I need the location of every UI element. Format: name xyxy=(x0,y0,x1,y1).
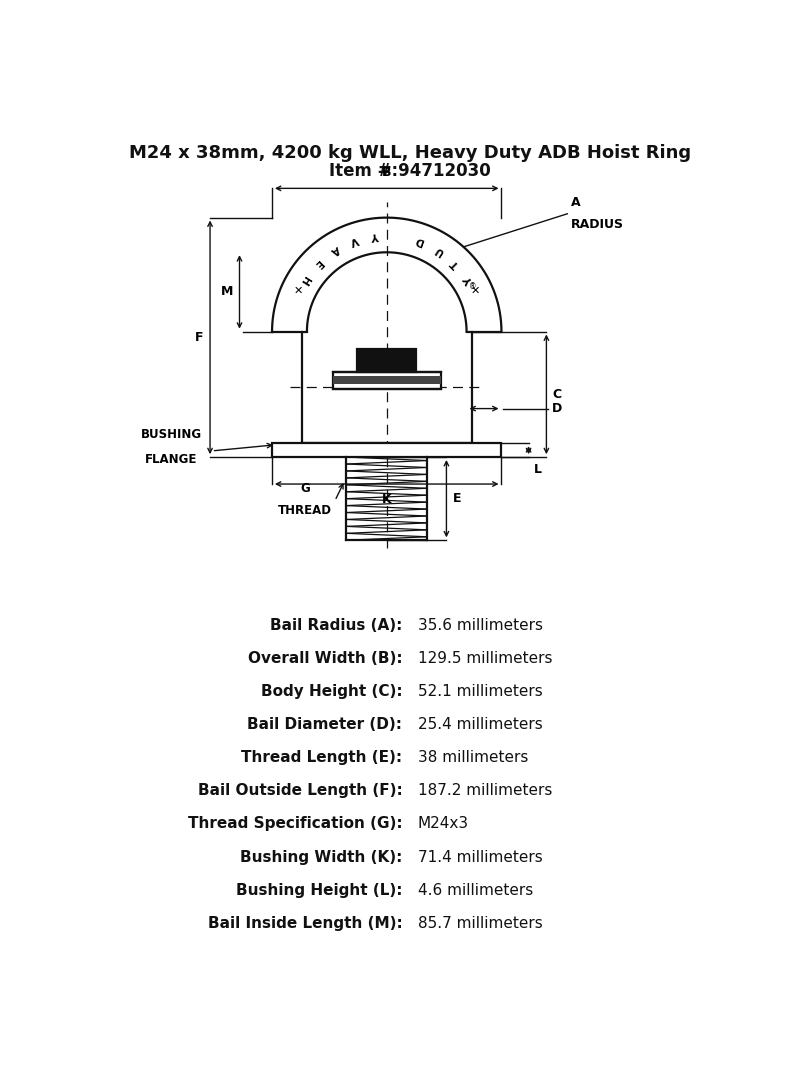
Text: 25.4 millimeters: 25.4 millimeters xyxy=(418,717,542,733)
Text: B: B xyxy=(382,167,391,180)
Bar xyxy=(333,371,441,388)
Text: A: A xyxy=(329,243,341,256)
Text: 52.1 millimeters: 52.1 millimeters xyxy=(418,684,542,699)
Text: ®: ® xyxy=(469,281,476,291)
Text: ✕: ✕ xyxy=(294,286,303,295)
Bar xyxy=(358,348,416,371)
Text: G: G xyxy=(301,481,310,494)
Text: FLANGE: FLANGE xyxy=(145,453,198,466)
Text: 4.6 millimeters: 4.6 millimeters xyxy=(418,883,533,898)
Text: Thread Length (E):: Thread Length (E): xyxy=(241,750,402,765)
Text: RADIUS: RADIUS xyxy=(571,219,624,232)
Text: Overall Width (B):: Overall Width (B): xyxy=(248,651,402,665)
Text: 129.5 millimeters: 129.5 millimeters xyxy=(418,651,552,665)
Text: T: T xyxy=(450,258,462,269)
Text: M: M xyxy=(221,286,234,299)
Text: Bail Radius (A):: Bail Radius (A): xyxy=(270,618,402,633)
Text: M24x3: M24x3 xyxy=(418,817,469,831)
Text: E: E xyxy=(453,492,461,505)
Bar xyxy=(333,377,441,384)
Text: BUSHING: BUSHING xyxy=(141,427,202,441)
Bar xyxy=(272,444,502,457)
Text: A: A xyxy=(571,196,581,209)
Text: L: L xyxy=(534,463,542,476)
Text: Bail Outside Length (F):: Bail Outside Length (F): xyxy=(198,783,402,799)
Text: H: H xyxy=(298,274,311,287)
Text: Bail Inside Length (M):: Bail Inside Length (M): xyxy=(207,915,402,931)
Text: U: U xyxy=(432,243,445,256)
Text: Body Height (C):: Body Height (C): xyxy=(261,684,402,699)
Text: 85.7 millimeters: 85.7 millimeters xyxy=(418,915,542,931)
Text: 38 millimeters: 38 millimeters xyxy=(418,750,528,765)
Text: THREAD: THREAD xyxy=(278,504,332,517)
Text: Bushing Height (L):: Bushing Height (L): xyxy=(236,883,402,898)
Text: 35.6 millimeters: 35.6 millimeters xyxy=(418,618,542,633)
Text: V: V xyxy=(349,235,360,247)
Text: D: D xyxy=(414,234,425,247)
Text: Bail Diameter (D):: Bail Diameter (D): xyxy=(247,717,402,733)
Text: ✕: ✕ xyxy=(470,286,479,295)
Text: F: F xyxy=(195,331,204,344)
Text: E: E xyxy=(312,258,324,269)
Text: C: C xyxy=(553,387,562,400)
Text: Y: Y xyxy=(463,275,475,286)
Text: K: K xyxy=(382,493,391,506)
Text: Bushing Width (K):: Bushing Width (K): xyxy=(240,849,402,865)
Text: D: D xyxy=(552,403,562,415)
Text: Item #:94712030: Item #:94712030 xyxy=(329,162,491,181)
Text: Thread Specification (G):: Thread Specification (G): xyxy=(188,817,402,831)
Text: Y: Y xyxy=(372,230,380,241)
Text: 71.4 millimeters: 71.4 millimeters xyxy=(418,849,542,865)
Text: M24 x 38mm, 4200 kg WLL, Heavy Duty ADB Hoist Ring: M24 x 38mm, 4200 kg WLL, Heavy Duty ADB … xyxy=(129,144,691,161)
Text: 187.2 millimeters: 187.2 millimeters xyxy=(418,783,552,799)
